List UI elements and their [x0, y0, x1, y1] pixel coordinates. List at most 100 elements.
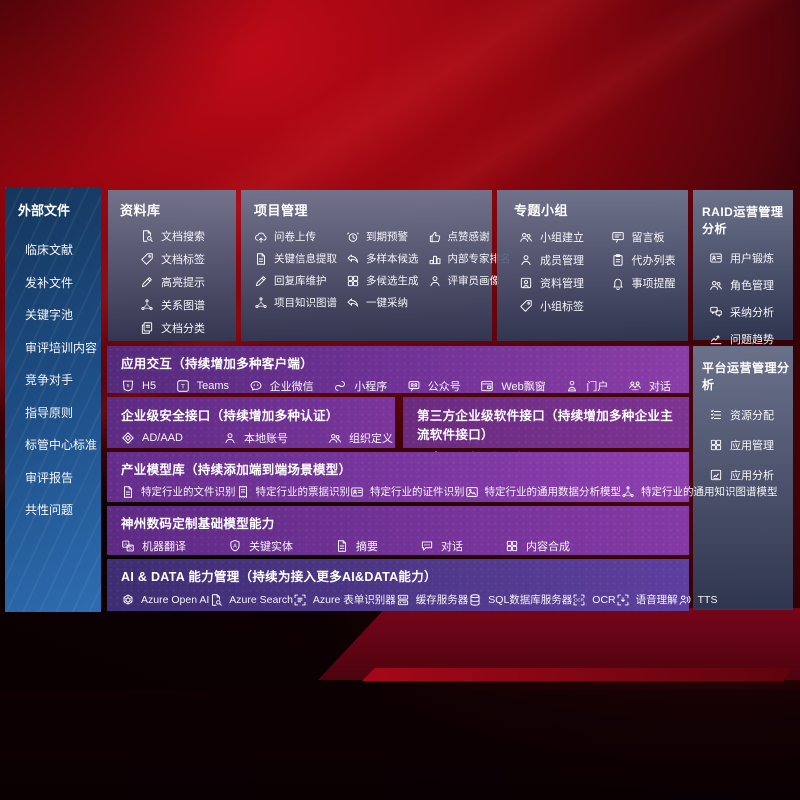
grid-icon: [346, 274, 360, 288]
form-icon: [293, 593, 307, 607]
data-repository-panel: 资料库 文档搜索 文档标签 高亮提示 关系图谱 文档分类: [108, 190, 236, 341]
feature-item: 小组标签: [519, 298, 597, 314]
users-icon: [328, 431, 342, 445]
enterprise-security-panel: 企业级安全接口（持续增加多种认证） AD/AAD 本地账号 组织定义: [107, 397, 395, 448]
feature-item: 特定行业的通用知识图谱模型: [621, 484, 778, 499]
svg-text:5: 5: [127, 383, 130, 389]
feature-item: 关系图谱: [140, 297, 236, 313]
svg-text:A: A: [124, 542, 127, 547]
feature-item: 文档分类: [140, 320, 236, 336]
feature-item: 内容合成: [505, 538, 570, 554]
ai-data-row: AI & DATA 能力管理（持续为接入更多AI&DATA能力） Azure O…: [107, 559, 717, 611]
shield-a-icon: A: [228, 539, 242, 553]
platform-analysis-panel: 平台运营管理分析 资源分配 应用管理 应用分析: [693, 346, 793, 610]
pub-account-icon: [407, 379, 421, 393]
third-party-software-panel: 第三方企业级软件接口（持续增加多种企业主流软件接口） API自动化设计器: [403, 397, 689, 464]
feature-item: 问卷上传: [254, 229, 337, 244]
users-icon: [709, 278, 723, 292]
person-icon: [519, 253, 533, 267]
sidebar-item: 标管中心标准: [25, 438, 98, 452]
id-card-icon: [709, 251, 723, 265]
tag-icon: [140, 252, 154, 266]
reply-icon: [346, 296, 360, 310]
panel-title: 平台运营管理分析: [702, 361, 790, 392]
feature-item: 对话: [420, 538, 463, 554]
trend-icon: [709, 332, 723, 346]
row-title: 应用交互（持续增加多种客户端）: [121, 357, 314, 371]
users-icon: [519, 230, 533, 244]
feature-item: 公众号: [407, 378, 461, 394]
bubble-icon: [420, 539, 434, 553]
feature-item: TTS: [678, 593, 717, 607]
qa-icon: [709, 305, 723, 319]
sidebar-item: 审评报告: [25, 470, 74, 485]
industry-model-row: 产业模型库（持续添加端到端场景模型） 特定行业的文件识别 特定行业的票据识别 特定行…: [107, 452, 778, 502]
svg-text:T: T: [181, 383, 185, 390]
clipboard-icon: [611, 253, 625, 267]
album-icon: [519, 276, 533, 290]
bbs-icon: [611, 230, 625, 244]
photo-icon: [465, 485, 479, 499]
feature-item: 资源分配: [709, 407, 793, 423]
h5-icon: 5: [121, 379, 135, 393]
feature-item: 小组建立: [519, 229, 597, 245]
feature-item: OCR OCR: [572, 593, 616, 607]
feature-item: Azure Search: [209, 593, 293, 607]
graph-icon: [254, 296, 268, 310]
voice-icon: [616, 593, 630, 607]
feature-item: 关键信息提取: [254, 251, 337, 266]
feature-item: 一键采纳: [346, 295, 419, 310]
feature-item: 代办列表: [611, 252, 689, 268]
feature-item: 角色管理: [709, 277, 793, 293]
feature-item: Web飘窗: [480, 378, 546, 394]
feature-item: 成员管理: [519, 252, 597, 268]
receipt-icon: [236, 485, 250, 499]
feature-item: 特定行业的票据识别: [236, 484, 350, 499]
svg-text:OCR: OCR: [574, 597, 584, 602]
tts-icon: [678, 593, 692, 607]
svg-text:A: A: [233, 543, 237, 549]
list-check-icon: [709, 408, 723, 422]
sidebar-item: 关键字池: [25, 308, 74, 322]
feature-item: 内部专家排名: [428, 251, 511, 266]
raid-analysis-panel: RAID运营管理分析 用户锻炼 角色管理 采纳分析 问题趋势: [693, 190, 793, 346]
doc-search-icon: [140, 229, 154, 243]
feature-item: A 关键实体: [228, 538, 293, 554]
feature-item: 留言板: [611, 229, 689, 245]
panel-title: 专题小组: [514, 203, 569, 218]
feature-item: 点赞感谢: [428, 229, 511, 244]
doc-search-icon: [209, 593, 223, 607]
chart-icon: [709, 468, 723, 482]
feature-item: 5 H5: [121, 379, 156, 393]
person-icon: [428, 274, 442, 288]
bell-icon: [611, 276, 625, 290]
ocr-icon: OCR: [572, 593, 586, 607]
feature-item: T Teams: [176, 379, 229, 393]
feature-item: 小程序: [333, 378, 387, 394]
feature-item: 采纳分析: [709, 304, 793, 320]
sidebar-item: 审评培训内容: [25, 340, 98, 355]
sidebar-item: 临床文献: [25, 243, 74, 257]
feature-item: 门户: [565, 378, 608, 394]
feature-item: SQL数据库服务器: [468, 592, 572, 607]
feature-item: 摘要: [335, 538, 378, 554]
row-title: 第三方企业级软件接口（持续增加多种企业主流软件接口）: [417, 409, 674, 442]
id-card-icon: [350, 485, 364, 499]
feature-item: 语音理解: [616, 592, 678, 607]
feature-item: Azure 表单识别器: [293, 592, 396, 607]
docs-icon: [140, 321, 154, 335]
person-icon: [223, 431, 237, 445]
feature-item: 用户锻炼: [709, 250, 793, 266]
feature-item: 高亮提示: [140, 274, 236, 290]
doc-icon: [121, 485, 135, 499]
doc-icon: [335, 539, 349, 553]
alarm-icon: [346, 230, 360, 244]
row-title: 企业级安全接口（持续增加多种认证）: [121, 409, 339, 423]
sidebar-item: 竞争对手: [25, 373, 74, 387]
server-icon: [396, 593, 410, 607]
portal-icon: [565, 379, 579, 393]
feature-item: 问题趋势: [709, 331, 793, 347]
miniapp-icon: [333, 379, 347, 393]
feature-item: 到期预警: [346, 229, 419, 244]
